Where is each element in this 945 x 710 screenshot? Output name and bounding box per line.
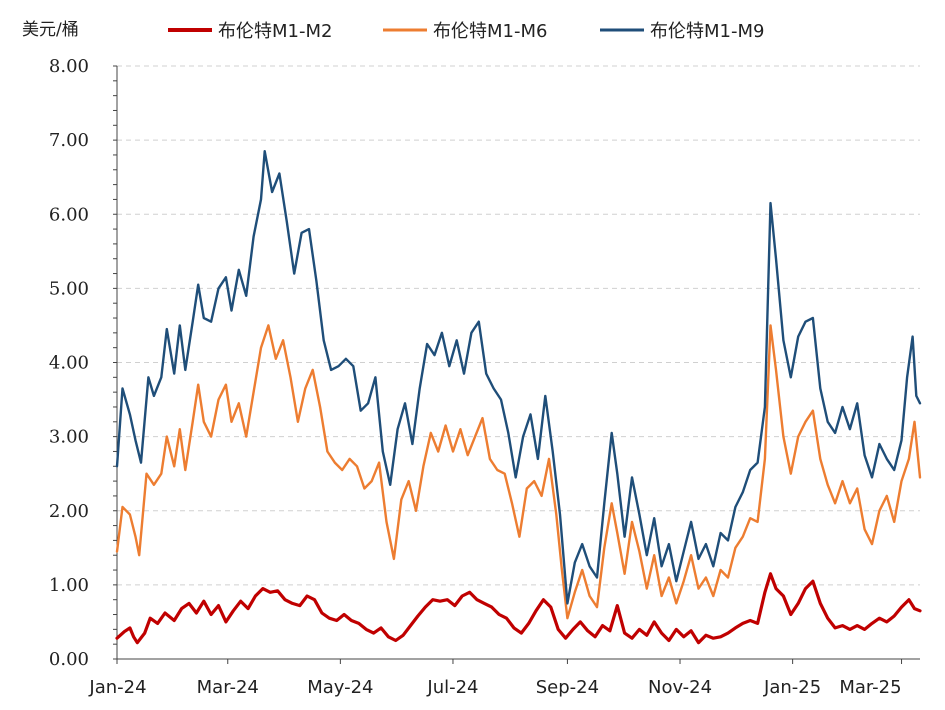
y-tick-label: 3.00 — [49, 427, 89, 448]
x-tick-label: Jan-25 — [763, 677, 821, 698]
legend: 布伦特M1-M2 布伦特M1-M6 布伦特M1-M9 — [168, 21, 764, 42]
series-line-1 — [115, 572, 922, 645]
legend-label-1: 布伦特M1-M2 — [218, 21, 332, 42]
axes — [113, 65, 920, 664]
y-tick-label: 5.00 — [49, 278, 89, 299]
x-tick-label: Sep-24 — [536, 677, 599, 698]
legend-label-3: 布伦特M1-M9 — [650, 21, 764, 42]
x-tick-label: Mar-25 — [839, 677, 901, 698]
y-tick-label: 4.00 — [49, 353, 89, 374]
x-tick-label: Nov-24 — [648, 677, 712, 698]
legend-label-2: 布伦特M1-M6 — [433, 21, 547, 42]
y-tick-label: 0.00 — [49, 649, 89, 670]
x-tick-label: Jan-24 — [88, 677, 146, 698]
y-tick-label: 1.00 — [49, 575, 89, 596]
grid-lines — [117, 65, 920, 586]
y-tick-label: 2.00 — [49, 501, 89, 522]
y-tick-label: 8.00 — [49, 56, 89, 77]
y-unit-label: 美元/桶 — [22, 20, 79, 40]
y-tick-label: 6.00 — [49, 204, 89, 225]
series-line-2 — [115, 324, 922, 620]
y-tick-label: 7.00 — [49, 130, 89, 151]
series-lines — [115, 150, 922, 645]
y-tick-labels: 0.00 1.00 2.00 3.00 4.00 5.00 6.00 7.00 8.00 — [49, 56, 89, 670]
x-tick-label: May-24 — [307, 677, 373, 698]
x-tick-label: Mar-24 — [197, 677, 259, 698]
x-tick-labels: Jan-24 Mar-24 May-24 Jul-24 Sep-24 Nov-24 Jan-… — [88, 677, 901, 698]
x-tick-label: Jul-24 — [426, 677, 478, 698]
series-line-3 — [115, 150, 922, 605]
